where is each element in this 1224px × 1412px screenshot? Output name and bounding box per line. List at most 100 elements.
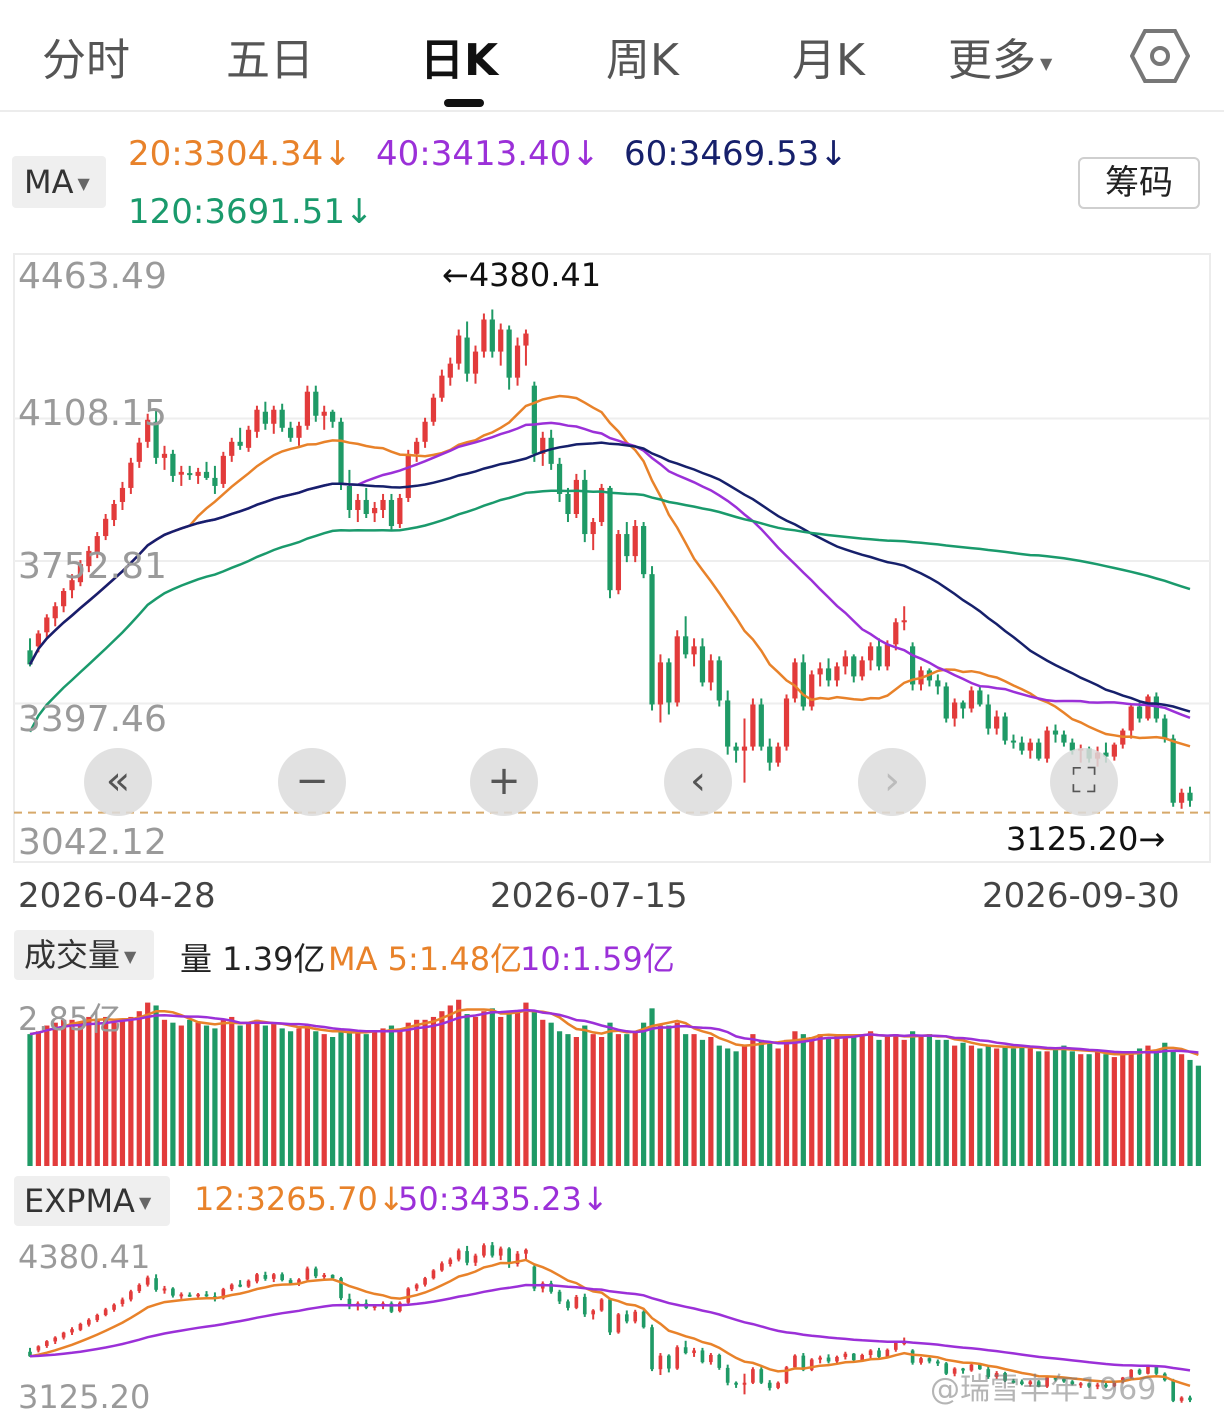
candle-up bbox=[775, 746, 781, 763]
volume-bar-up bbox=[430, 1016, 437, 1166]
candle-up bbox=[473, 1255, 478, 1263]
candle-down bbox=[263, 1274, 268, 1279]
candle-up bbox=[1146, 1366, 1150, 1374]
period-tab-bar: 分时 五日 日K 周K 月K 更多 ▼ bbox=[0, 0, 1224, 112]
expma12-value: 12:3265.70↓ bbox=[194, 1180, 405, 1218]
volume-bar-down bbox=[758, 1039, 764, 1166]
volume-bar-up bbox=[1120, 1054, 1126, 1166]
candle-down bbox=[649, 574, 655, 705]
candle-up bbox=[994, 1373, 999, 1377]
candle-down bbox=[339, 1278, 343, 1299]
candle-down bbox=[800, 662, 806, 707]
volume-bar-up bbox=[842, 1034, 848, 1166]
tab-intraday[interactable]: 分时 bbox=[42, 35, 130, 86]
candle-down bbox=[700, 1350, 705, 1363]
zoom-out-button[interactable]: − bbox=[278, 748, 346, 816]
ma60-value: 60:3469.53↓ bbox=[624, 134, 848, 174]
candle-up bbox=[372, 507, 378, 514]
volume-bar-down bbox=[926, 1034, 933, 1166]
candle-up bbox=[1044, 730, 1050, 759]
candle-up bbox=[674, 636, 680, 703]
candle-up bbox=[35, 633, 42, 647]
volume-bar-down bbox=[506, 1014, 512, 1166]
candle-up bbox=[423, 1278, 427, 1285]
tab-five-day[interactable]: 五日 bbox=[226, 35, 314, 86]
scroll-left-button[interactable]: « bbox=[84, 748, 152, 816]
expma12-line bbox=[29, 1258, 1191, 1387]
zoom-in-button[interactable]: + bbox=[470, 748, 538, 816]
volume-bar-down bbox=[1103, 1054, 1109, 1166]
indicator-select-volume[interactable]: 成交量 ▼ bbox=[14, 930, 154, 980]
candle-down bbox=[1011, 1380, 1016, 1383]
candle-down bbox=[1010, 740, 1017, 743]
candle-up bbox=[103, 1309, 108, 1315]
candlestick-chart[interactable] bbox=[0, 248, 1224, 866]
volume-bar-down bbox=[170, 1022, 176, 1166]
tab-more[interactable]: 更多 ▼ bbox=[948, 24, 1052, 88]
candle-up bbox=[304, 391, 310, 426]
candle-up bbox=[119, 487, 126, 502]
candle-up bbox=[136, 442, 142, 462]
candle-down bbox=[1171, 1380, 1176, 1401]
candle-up bbox=[901, 620, 907, 623]
candle-down bbox=[624, 534, 630, 557]
volume-select-label: 成交量 bbox=[24, 936, 121, 974]
volume-chart[interactable] bbox=[0, 988, 1224, 1168]
tab-weekly-k[interactable]: 周K bbox=[606, 35, 679, 86]
hexagon-gear-icon[interactable] bbox=[1130, 26, 1190, 86]
volume-bar-up bbox=[573, 1037, 579, 1166]
x-tick-label: 2026-09-30 bbox=[982, 876, 1180, 916]
volume-bar-up bbox=[405, 1022, 411, 1166]
volume-bar-down bbox=[237, 1025, 243, 1166]
candle-up bbox=[103, 518, 109, 537]
volume-bar-up bbox=[514, 1011, 521, 1166]
volume-bar-down bbox=[1036, 1051, 1042, 1166]
chip-distribution-button[interactable]: 筹码 bbox=[1078, 157, 1200, 209]
candle-up bbox=[1179, 1397, 1184, 1401]
volume-bar-up bbox=[632, 1031, 638, 1166]
indicator-select-expma[interactable]: EXPMA ▼ bbox=[14, 1176, 170, 1226]
volume-bar-down bbox=[1170, 1051, 1176, 1166]
volume-bar-down bbox=[548, 1022, 554, 1166]
step-left-button[interactable]: ‹ bbox=[664, 748, 732, 816]
volume-bar-down bbox=[203, 1025, 210, 1166]
tab-daily-k[interactable]: 日K bbox=[420, 35, 499, 86]
tab-monthly-k[interactable]: 月K bbox=[792, 35, 865, 86]
candle-up bbox=[87, 1319, 91, 1325]
step-right-button[interactable]: › bbox=[858, 748, 926, 816]
candle-up bbox=[414, 1284, 419, 1289]
ma20-line bbox=[28, 394, 1191, 748]
volume-bar-down bbox=[649, 1008, 655, 1166]
candle-up bbox=[691, 646, 697, 655]
candle-down bbox=[212, 477, 218, 486]
y-tick-label: 3042.12 bbox=[18, 822, 167, 863]
candle-down bbox=[279, 409, 285, 428]
candle-down bbox=[1069, 742, 1075, 751]
candle-down bbox=[489, 319, 495, 352]
volume-bar-down bbox=[153, 1005, 159, 1166]
candle-down bbox=[28, 1351, 32, 1357]
volume-bar-down bbox=[683, 1034, 689, 1166]
volume-bar-up bbox=[456, 999, 462, 1166]
candle-down bbox=[1061, 734, 1067, 743]
volume-bar-up bbox=[901, 1039, 907, 1166]
volume-bar-up bbox=[1128, 1051, 1134, 1166]
candle-up bbox=[902, 1342, 907, 1345]
indicator-select-ma[interactable]: MA ▼ bbox=[12, 156, 106, 208]
candle-down bbox=[465, 1251, 469, 1263]
candle-down bbox=[187, 473, 193, 476]
volume-bar-down bbox=[985, 1045, 991, 1166]
candle-up bbox=[1112, 1382, 1117, 1386]
candle-down bbox=[287, 427, 294, 438]
candle-down bbox=[548, 437, 554, 464]
fullscreen-button[interactable]: ⛶ bbox=[1050, 748, 1118, 816]
expma-chart[interactable] bbox=[0, 1236, 1224, 1412]
candle-down bbox=[876, 646, 882, 667]
chart-frame bbox=[13, 253, 1211, 863]
candle-up bbox=[751, 1369, 755, 1383]
candle-down bbox=[203, 471, 210, 478]
volume-bar-down bbox=[27, 1034, 33, 1166]
volume-ma10-value: 10:1.59亿 bbox=[520, 940, 675, 978]
candle-up bbox=[818, 1357, 822, 1360]
volume-bar-down bbox=[935, 1039, 941, 1166]
